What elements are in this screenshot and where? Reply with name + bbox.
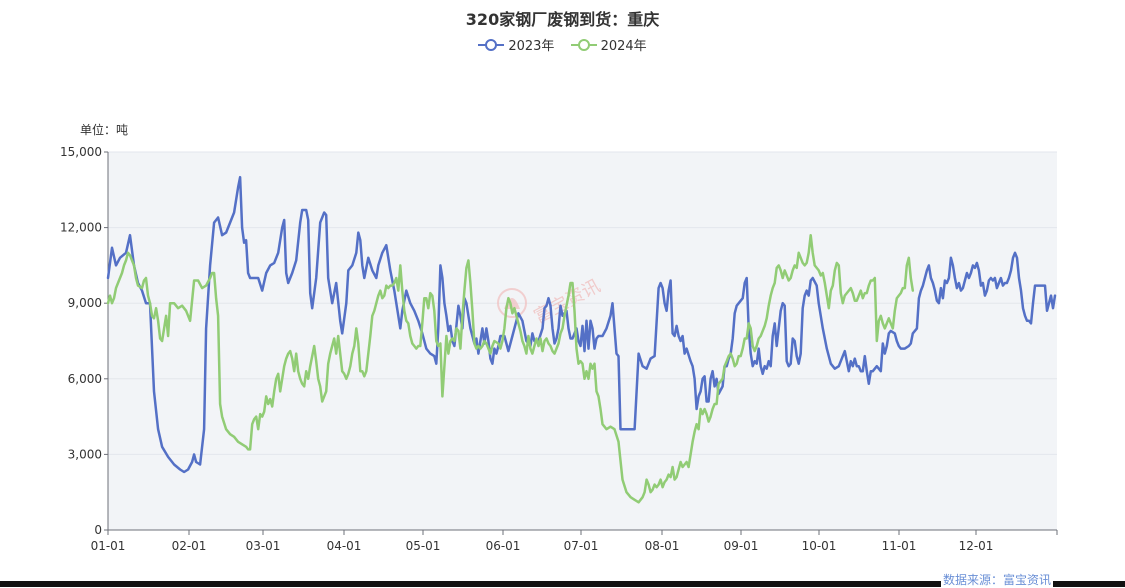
- x-tick-label: 05-01: [406, 539, 441, 553]
- x-tick-label: 03-01: [246, 539, 281, 553]
- legend-swatch-2024-icon: [570, 38, 597, 52]
- legend-item-2024[interactable]: 2024年: [570, 35, 647, 54]
- legend-item-2023[interactable]: 2023年: [478, 35, 554, 54]
- x-tick-label: 09-01: [724, 539, 759, 553]
- legend: 2023年 2024年: [0, 35, 1125, 56]
- y-tick-label: 9,000: [68, 296, 102, 310]
- legend-swatch-2023-icon: [478, 38, 505, 52]
- legend-label-2024: 2024年: [600, 39, 647, 54]
- watermark-logo-icon: [497, 288, 527, 318]
- x-tick-label: 08-01: [645, 539, 680, 553]
- chart-title: 320家钢厂废钢到货：重庆: [465, 10, 660, 29]
- grid-lines: [108, 151, 1057, 455]
- axes: 0 3,000 6,000 9,000 12,000 15,000 01-01 02-01 03…: [60, 145, 1058, 553]
- x-tick-label: 01-01: [91, 539, 126, 553]
- y-tick-label: 0: [94, 523, 102, 537]
- series-lines: [106, 175, 1057, 504]
- x-tick-label: 06-01: [486, 539, 521, 553]
- x-tick-label: 04-01: [327, 539, 362, 553]
- unit-label: 单位：吨: [80, 123, 129, 137]
- y-tick-label: 6,000: [68, 372, 102, 386]
- legend-label-2023: 2023年: [508, 39, 555, 54]
- x-tick-label: 11-01: [882, 539, 917, 553]
- y-tick-label: 12,000: [60, 221, 102, 235]
- source-label: 数据来源：富宝资讯: [940, 571, 1053, 588]
- y-tick-label: 3,000: [68, 447, 102, 461]
- series-line-2024: [106, 233, 915, 504]
- series-line-2023: [106, 175, 1057, 474]
- footer-bar: [0, 581, 1125, 587]
- x-tick-label: 02-01: [172, 539, 207, 553]
- y-tick-label: 15,000: [60, 145, 102, 159]
- x-tick-label: 12-01: [959, 539, 994, 553]
- x-tick-label: 10-01: [802, 539, 837, 553]
- x-tick-label: 07-01: [564, 539, 599, 553]
